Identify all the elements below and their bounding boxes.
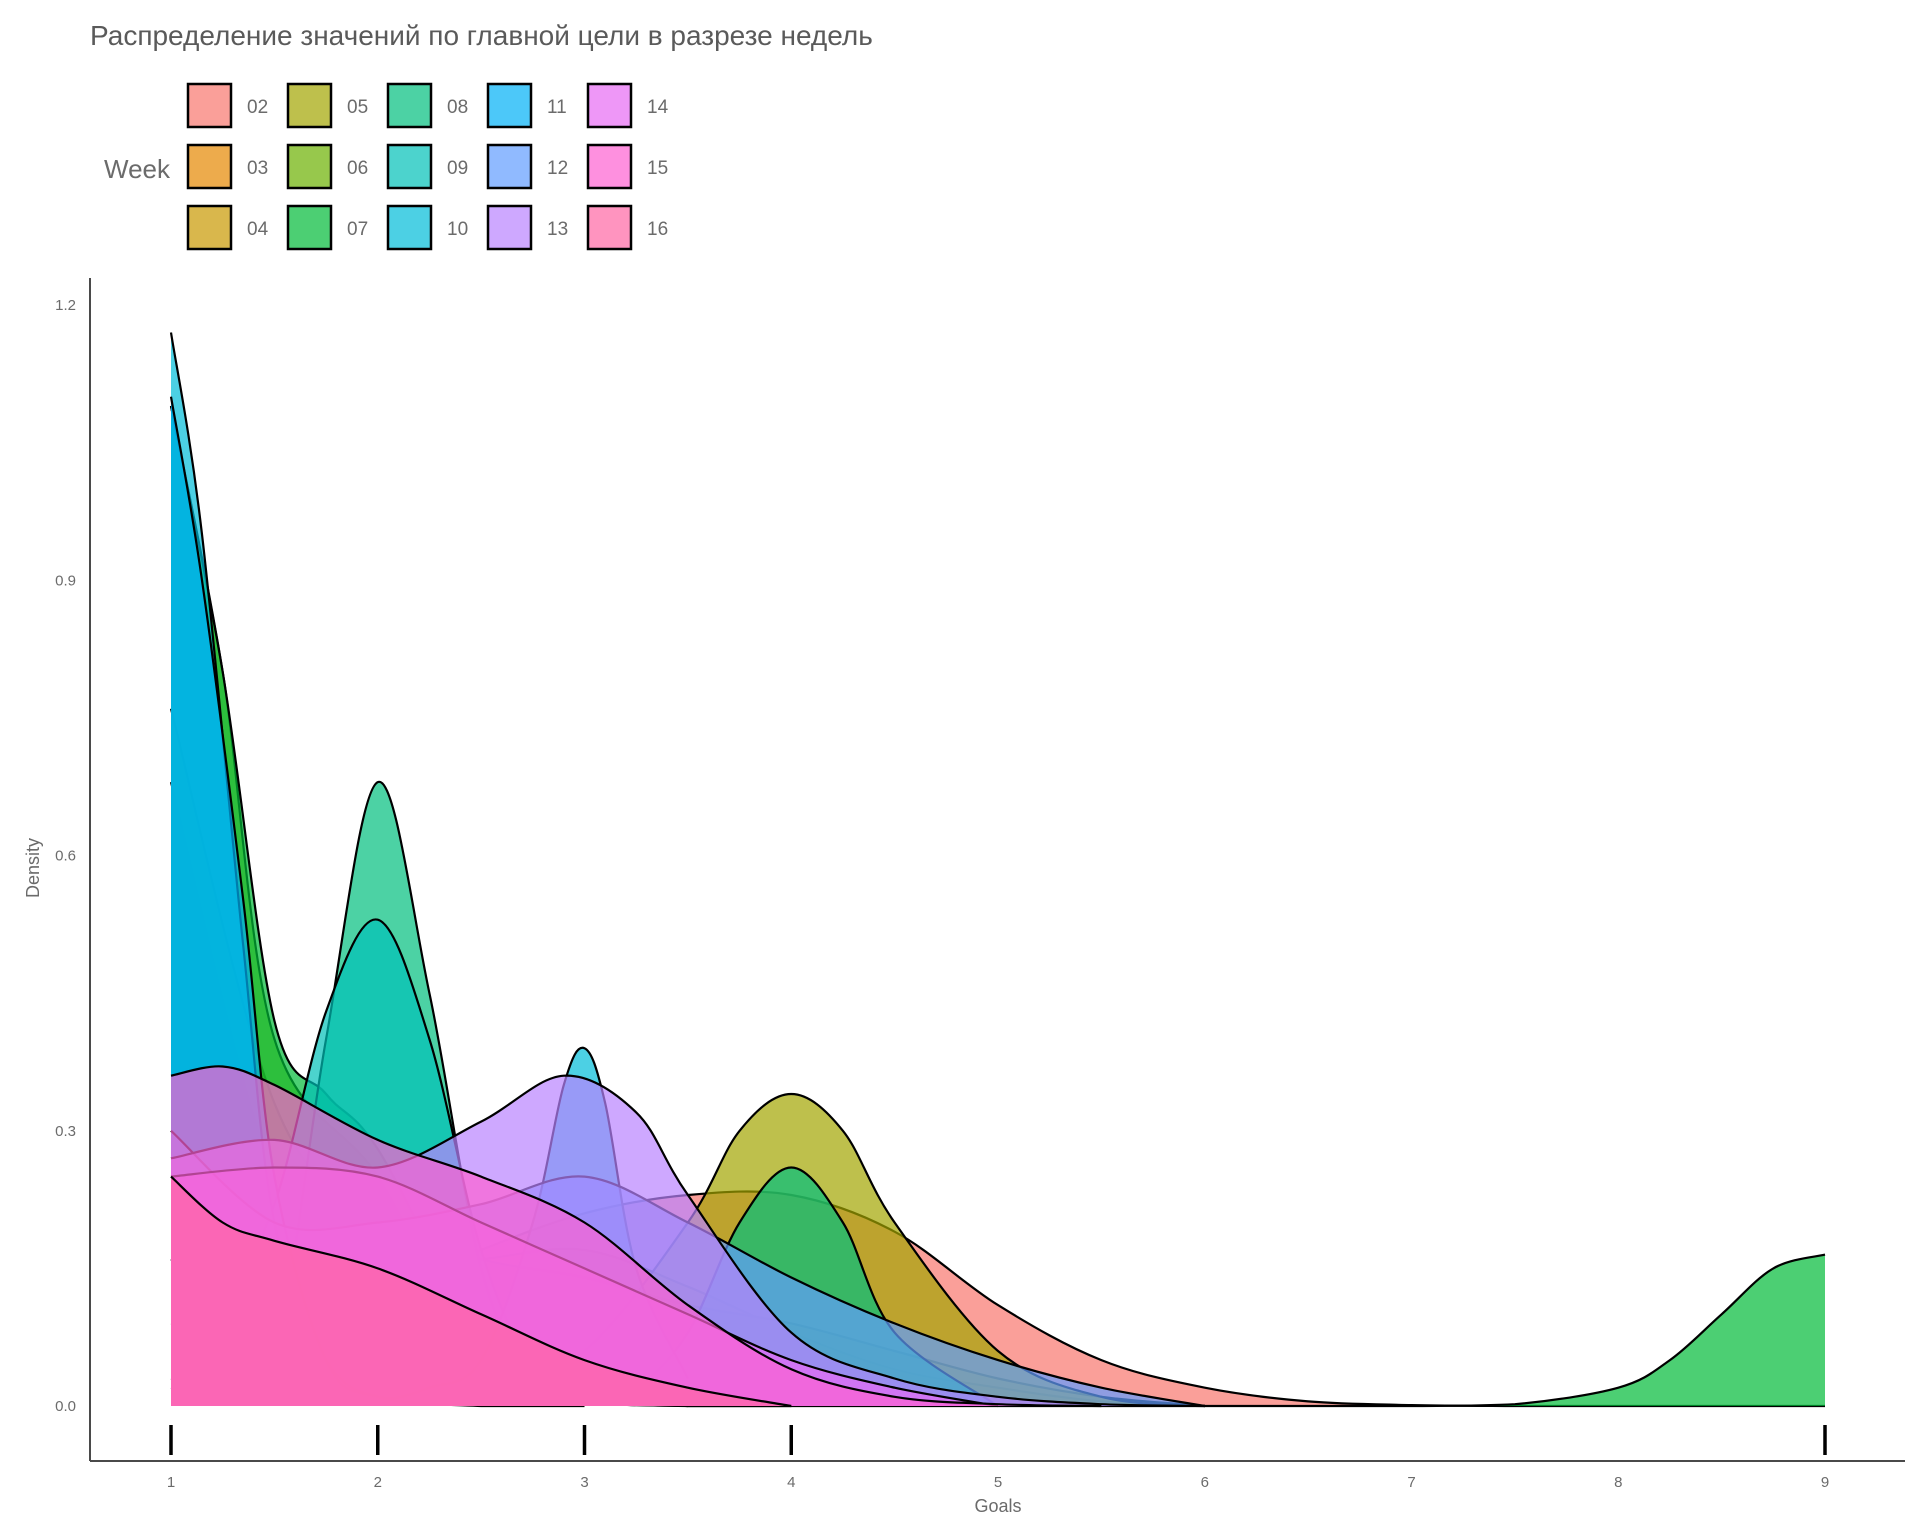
legend-title: Week: [104, 154, 171, 184]
legend-key-week-04: [186, 204, 233, 251]
chart-title: Распределение значений по главной цели в…: [90, 20, 873, 51]
x-axis-label: Goals: [974, 1496, 1021, 1516]
y-tick-label: 0.6: [55, 848, 76, 865]
legend-item-week-12: 12: [486, 143, 568, 190]
legend-key-week-09: [386, 143, 433, 190]
legend-item-week-10: 10: [386, 204, 468, 251]
x-tick-label: 8: [1614, 1474, 1622, 1491]
x-tick-label: 5: [994, 1474, 1002, 1491]
y-tick-label: 0.0: [55, 1398, 76, 1415]
plot-area: [169, 332, 1826, 1408]
legend-key-week-11: [486, 82, 533, 129]
legend-label-week-02: 02: [247, 97, 268, 118]
x-tick-label: 9: [1821, 1474, 1829, 1491]
legend: 02 03 04 05 06 07 08 09 10 11 12 13 14 15 16: [186, 82, 669, 251]
legend-item-week-07: 07: [286, 204, 368, 251]
legend-item-week-13: 13: [486, 204, 568, 251]
legend-key-week-05: [286, 82, 333, 129]
legend-item-week-03: 03: [186, 143, 268, 190]
legend-item-week-11: 11: [486, 82, 567, 129]
legend-label-week-10: 10: [447, 219, 468, 240]
x-tick-label: 1: [167, 1474, 175, 1491]
density-area-week-16: [171, 1176, 792, 1406]
legend-label-week-14: 14: [647, 97, 669, 118]
legend-item-week-08: 08: [386, 82, 468, 129]
legend-item-week-04: 04: [186, 204, 269, 251]
legend-item-week-15: 15: [586, 143, 668, 190]
legend-item-week-06: 06: [286, 143, 368, 190]
legend-label-week-11: 11: [547, 97, 567, 118]
x-tick-label: 7: [1407, 1474, 1415, 1491]
legend-label-week-06: 06: [347, 158, 368, 179]
legend-key-week-08: [386, 82, 433, 129]
legend-key-week-13: [486, 204, 533, 251]
legend-key-week-06: [286, 143, 333, 190]
density-outline-week-15: [170, 1065, 1102, 1408]
legend-key-week-07: [286, 204, 333, 251]
legend-key-week-14: [586, 82, 633, 129]
y-tick-label: 1.2: [55, 297, 76, 314]
legend-label-week-09: 09: [447, 158, 468, 179]
legend-key-week-02: [186, 82, 233, 129]
axes: 0.0 0.3 0.6 0.9 1.2 1 2 3 4 5 6 7 8 9: [55, 278, 1905, 1491]
density-outline-week-16: [170, 1175, 792, 1408]
legend-key-week-10: [386, 204, 433, 251]
legend-label-week-05: 05: [347, 97, 368, 118]
y-tick-label: 0.9: [55, 572, 76, 589]
legend-item-week-16: 16: [586, 204, 668, 251]
legend-label-week-03: 03: [247, 158, 268, 179]
y-axis-label: Density: [23, 838, 43, 898]
legend-item-week-05: 05: [286, 82, 368, 129]
legend-key-week-15: [586, 143, 633, 190]
legend-label-week-13: 13: [547, 219, 568, 240]
x-tick-label: 6: [1201, 1474, 1209, 1491]
legend-item-week-09: 09: [386, 143, 468, 190]
legend-key-week-12: [486, 143, 533, 190]
y-tick-label: 0.3: [55, 1123, 76, 1140]
legend-key-week-03: [186, 143, 233, 190]
legend-label-week-16: 16: [647, 219, 668, 240]
legend-label-week-07: 07: [347, 219, 368, 240]
x-tick-label: 4: [787, 1474, 795, 1491]
legend-item-week-14: 14: [586, 82, 669, 129]
x-tick-label: 2: [374, 1474, 382, 1491]
legend-item-week-02: 02: [186, 82, 268, 129]
legend-label-week-12: 12: [547, 158, 568, 179]
legend-key-week-16: [586, 204, 633, 251]
legend-label-week-04: 04: [247, 219, 269, 240]
legend-label-week-08: 08: [447, 97, 468, 118]
x-tick-label: 3: [580, 1474, 588, 1491]
legend-label-week-15: 15: [647, 158, 668, 179]
